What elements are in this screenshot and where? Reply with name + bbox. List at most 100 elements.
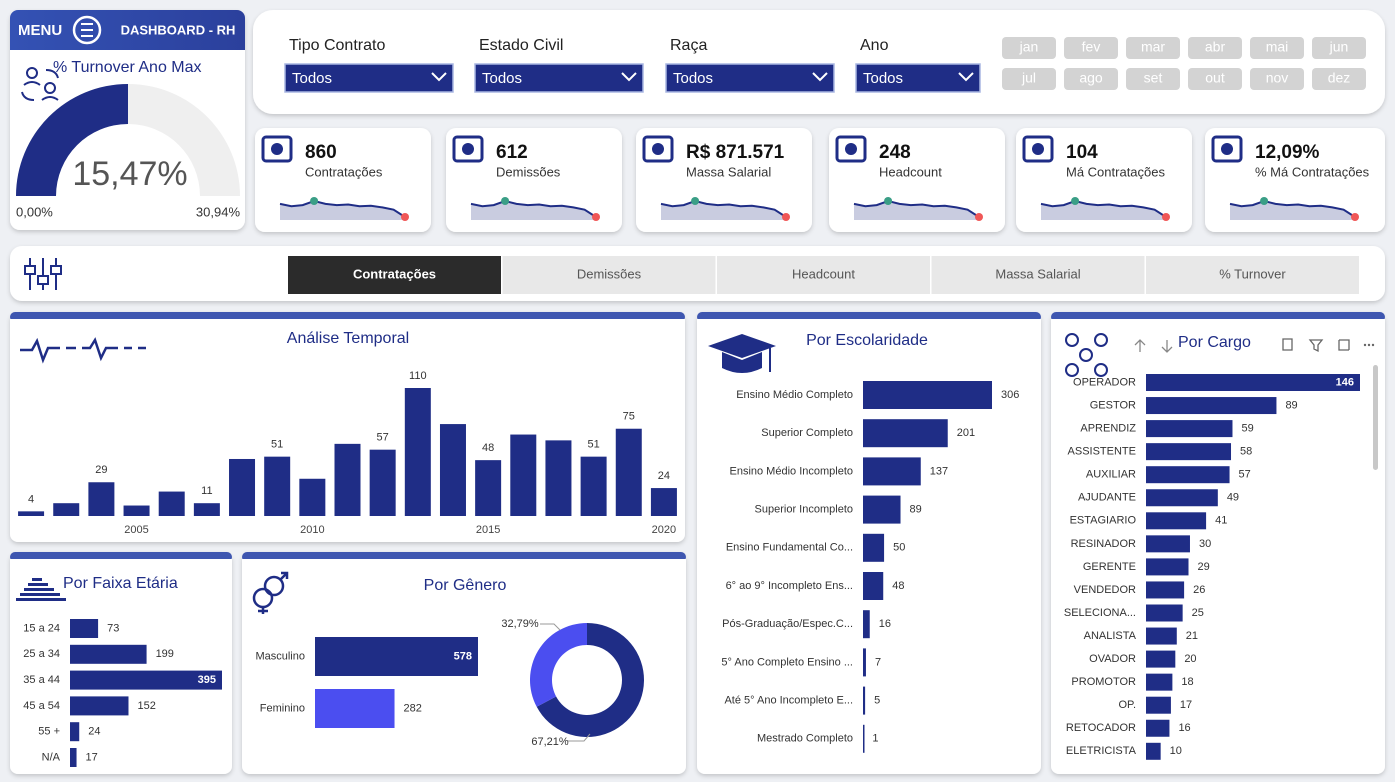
bar [158, 491, 185, 516]
month-button[interactable] [1064, 37, 1118, 59]
category-label: 25 a 34 [23, 648, 60, 660]
bar [1146, 466, 1230, 484]
leader-line [540, 623, 561, 631]
tab-label[interactable]: Headcount [792, 266, 855, 281]
month-label[interactable]: abr [1205, 39, 1226, 55]
scrollbar[interactable] [1373, 365, 1378, 470]
menu-icon[interactable] [72, 15, 102, 45]
month-button[interactable] [1002, 37, 1056, 59]
tab[interactable] [288, 256, 501, 294]
bar [863, 572, 884, 600]
kpi-icon [1211, 135, 1243, 163]
tab-label[interactable]: Massa Salarial [995, 266, 1080, 281]
x-tick-label: 2015 [476, 524, 500, 536]
month-label[interactable]: dez [1328, 70, 1351, 86]
month-label[interactable]: nov [1266, 70, 1289, 86]
tab-label[interactable]: Demissões [577, 266, 642, 281]
filter-dropdown[interactable] [284, 63, 454, 93]
kpi-value: R$ 871.571 [686, 142, 785, 163]
bar-value-label: 89 [1285, 399, 1297, 411]
toolbar-icon [1282, 338, 1350, 353]
month-label[interactable]: out [1205, 70, 1225, 86]
month-label[interactable]: jan [1019, 39, 1039, 55]
donut-slice [530, 623, 587, 707]
month-button[interactable] [1312, 68, 1366, 90]
bar-value-label: 73 [107, 622, 119, 634]
tab[interactable] [931, 256, 1145, 294]
kpi-icon [1221, 143, 1233, 155]
dropdown-chevron [812, 72, 828, 82]
month-button[interactable] [1126, 68, 1180, 90]
bar [315, 689, 395, 728]
tab[interactable] [717, 256, 930, 294]
kpi-icon [452, 135, 484, 163]
bar-value-label: 7 [875, 656, 881, 668]
month-button[interactable] [1002, 68, 1056, 90]
month-label[interactable]: ago [1079, 70, 1103, 86]
bar-value-label: 17 [1180, 699, 1192, 711]
category-label: Ensino Fundamental Co... [726, 542, 853, 554]
tab[interactable] [502, 256, 716, 294]
bar [88, 482, 115, 516]
month-button[interactable] [1188, 37, 1242, 59]
gender-icon [263, 575, 285, 597]
bar [1146, 374, 1360, 391]
bar-value-label: 20 [1184, 653, 1196, 665]
filter-value: Todos [292, 70, 332, 87]
filter-value: Todos [863, 70, 903, 87]
bar [70, 644, 147, 664]
sparkline [1040, 199, 1167, 218]
month-label[interactable]: jul [1021, 70, 1036, 86]
bar [1146, 558, 1189, 576]
bar [863, 381, 992, 409]
kpi-value: 612 [496, 142, 528, 163]
menu-label[interactable]: MENU [18, 22, 62, 39]
kpi-icon [652, 143, 664, 155]
month-label[interactable]: set [1144, 70, 1163, 86]
gauge-value-label: 15,47% [72, 155, 187, 193]
bar-value-label: 57 [377, 432, 389, 444]
month-label[interactable]: fev [1082, 39, 1101, 55]
bar-value-label: 51 [271, 439, 283, 451]
sparkline-area [280, 201, 405, 220]
bar-value-label: 49 [1227, 492, 1239, 504]
sparkline-max [1071, 197, 1080, 205]
month-button[interactable] [1126, 37, 1180, 59]
filter-dropdown[interactable] [855, 63, 981, 93]
donut-label: 67,21% [531, 736, 569, 748]
sparkline-max [1260, 197, 1269, 205]
bar-value-label: 282 [404, 702, 422, 714]
chart-title: Por Cargo [1178, 334, 1251, 351]
month-button[interactable] [1312, 37, 1366, 59]
dashboard-title: DASHBOARD - RH [121, 22, 236, 37]
bar-value-label: 58 [1240, 446, 1252, 458]
bar-value-label: 30 [1199, 538, 1211, 550]
category-label: OP. [1118, 699, 1136, 711]
category-label: OVADOR [1089, 653, 1136, 665]
filter-dropdown[interactable] [665, 63, 835, 93]
card-body [1051, 319, 1385, 325]
month-label[interactable]: mai [1266, 39, 1289, 55]
month-button[interactable] [1188, 68, 1242, 90]
month-label[interactable]: mar [1141, 39, 1165, 55]
tab-label[interactable]: % Turnover [1219, 266, 1286, 281]
card-body [10, 559, 232, 565]
month-button[interactable] [1064, 68, 1118, 90]
tab[interactable] [1146, 256, 1359, 294]
bar [334, 443, 361, 516]
category-label: ELETRICISTA [1066, 745, 1137, 757]
tab-label[interactable]: Contratações [353, 266, 436, 281]
month-label[interactable]: jun [1329, 39, 1349, 55]
bar-value-label: 29 [1198, 561, 1210, 573]
cargo-icon [1094, 363, 1108, 377]
bar-value-label: 5 [874, 695, 880, 707]
month-button[interactable] [1250, 37, 1304, 59]
filter-icon [50, 265, 62, 275]
donut-label: 32,79% [501, 618, 539, 630]
kpi-value: 104 [1066, 142, 1098, 163]
month-button[interactable] [1250, 68, 1304, 90]
card-body [242, 559, 686, 565]
kpi-label: Massa Salarial [686, 164, 771, 179]
filter-dropdown[interactable] [474, 63, 644, 93]
cargo-icon [1094, 333, 1108, 347]
